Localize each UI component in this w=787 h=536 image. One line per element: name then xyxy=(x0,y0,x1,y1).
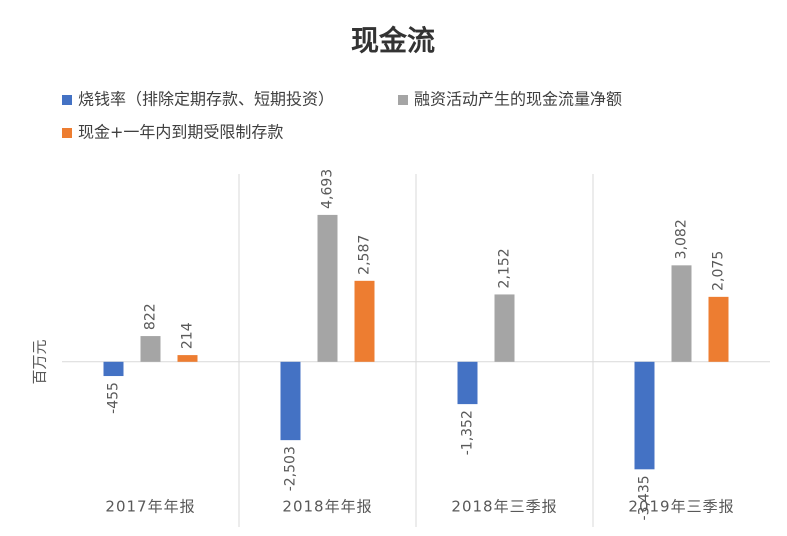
data-label: -3,435 xyxy=(637,475,653,520)
legend-swatch xyxy=(62,95,72,105)
bar xyxy=(457,361,478,405)
legend-swatch xyxy=(398,95,408,105)
bar xyxy=(354,280,375,362)
bar xyxy=(671,265,692,362)
x-tick-label: 2018年三季报 xyxy=(451,498,557,516)
legend-label: 烧钱率（排除定期存款、短期投资） xyxy=(78,90,334,109)
x-tick-label: 2019年三季报 xyxy=(628,498,734,516)
bar xyxy=(317,214,338,362)
data-label: 2,587 xyxy=(357,235,373,275)
bar xyxy=(103,361,124,377)
data-label: 822 xyxy=(143,303,159,330)
data-label: 3,082 xyxy=(674,219,690,259)
data-label: -455 xyxy=(106,382,122,414)
y-axis-label: 百万元 xyxy=(31,339,49,384)
x-tick-label: 2017年年报 xyxy=(105,498,195,516)
data-label: 4,693 xyxy=(320,169,336,209)
bar xyxy=(494,294,515,362)
legend-swatch xyxy=(62,128,72,138)
legend-label: 融资活动产生的现金流量净额 xyxy=(414,90,622,109)
bar xyxy=(140,336,161,362)
data-label: -2,503 xyxy=(283,446,299,491)
bar xyxy=(280,361,301,441)
chart-title: 现金流 xyxy=(351,24,435,57)
bar xyxy=(708,296,729,362)
legend-label: 现金+一年内到期受限制存款 xyxy=(78,123,283,142)
x-tick-label: 2018年年报 xyxy=(282,498,372,516)
data-label: 214 xyxy=(180,322,196,349)
data-label: 2,152 xyxy=(497,248,513,288)
data-label: -1,352 xyxy=(460,410,476,455)
data-label: 2,075 xyxy=(711,251,727,291)
bar xyxy=(177,355,198,362)
bar xyxy=(634,361,655,470)
